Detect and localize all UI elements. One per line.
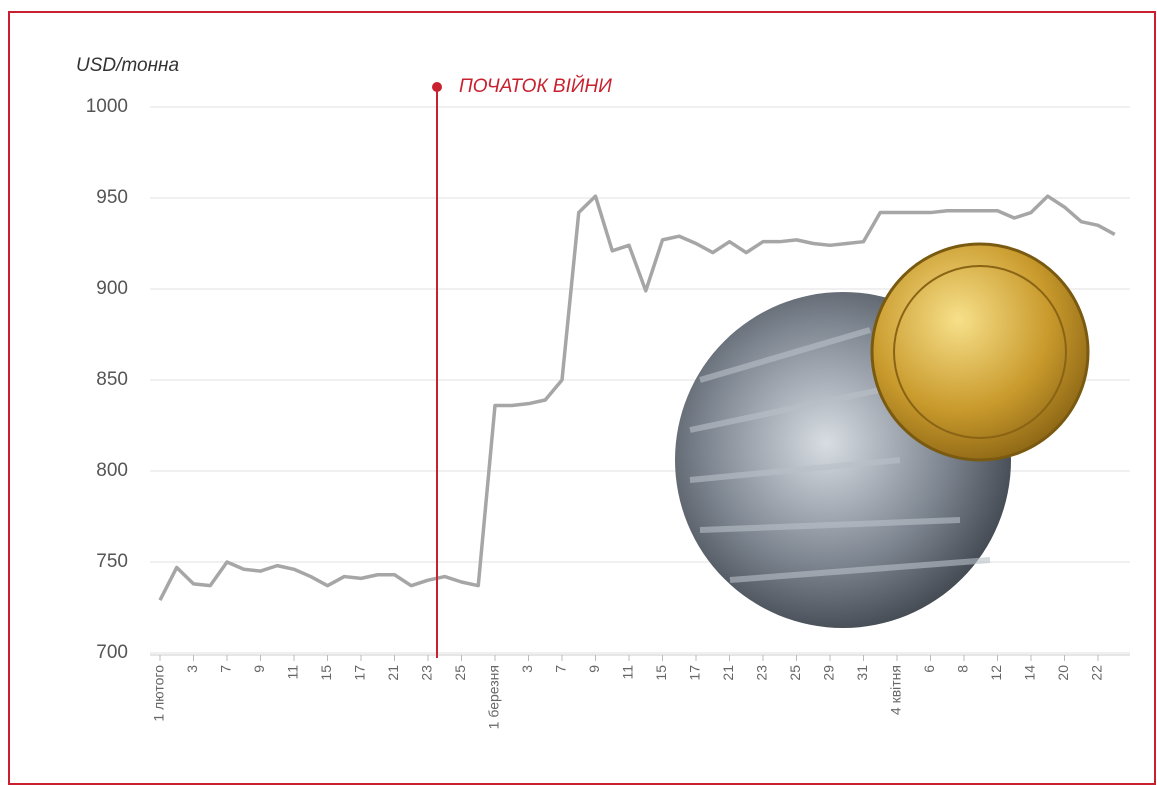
y-axis-label: USD/тонна: [76, 55, 179, 76]
y-tick-label: 700: [96, 642, 128, 663]
y-tick-label: 950: [96, 187, 128, 208]
annotation-text: ПОЧАТОК ВІЙНИ: [459, 75, 612, 97]
x-tick-label: 14: [1022, 665, 1038, 681]
x-tick-label: 7: [218, 665, 234, 673]
price-line: [158, 194, 1116, 602]
frame: [8, 11, 1156, 785]
x-tick-label: 3: [184, 665, 200, 673]
x-tick-label: 9: [586, 665, 602, 673]
x-tick-label: 6: [921, 665, 937, 673]
x-tick-label: 4 квітня: [888, 665, 904, 715]
x-tick-label: 1 березня: [486, 665, 502, 729]
annotation-dot: [432, 82, 442, 92]
x-tick-label: 25: [787, 665, 803, 681]
y-tick-label: 800: [96, 460, 128, 481]
x-tick-label: 29: [821, 665, 837, 681]
x-tick-label: 15: [653, 665, 669, 681]
x-tick-label: 23: [754, 665, 770, 681]
x-tick-label: 17: [687, 665, 703, 681]
x-tick-label: 11: [285, 665, 301, 680]
x-tick-label: 25: [452, 665, 468, 681]
x-tick-label: 15: [318, 665, 334, 681]
x-tick-label: 17: [352, 665, 368, 681]
x-tick-label: 3: [519, 665, 535, 673]
y-tick-label: 750: [96, 551, 128, 572]
x-tick-label: 23: [419, 665, 435, 681]
y-tick-label: 900: [96, 278, 128, 299]
x-tick-label: 12: [988, 665, 1004, 681]
photo: [675, 242, 1090, 628]
x-tick-label: 20: [1055, 665, 1071, 681]
x-tick-label: 8: [955, 665, 971, 673]
y-tick-label: 850: [96, 369, 128, 390]
x-tick-label: 21: [385, 665, 401, 681]
x-tick-label: 31: [854, 665, 870, 681]
x-tick-label: 1 лютого: [151, 665, 167, 722]
y-tick-label: 1000: [86, 96, 128, 117]
x-tick-label: 11: [620, 665, 636, 680]
x-tick-label: 9: [251, 665, 267, 673]
x-tick-label: 22: [1089, 665, 1105, 681]
x-tick-label: 7: [553, 665, 569, 673]
x-tick-label: 21: [720, 665, 736, 681]
